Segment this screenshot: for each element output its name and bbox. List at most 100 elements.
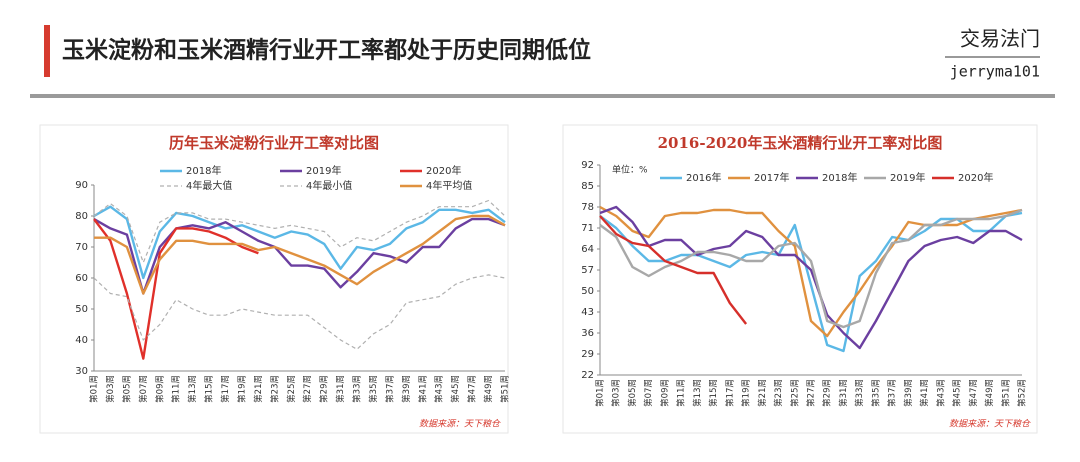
account: jerryma101 [950, 63, 1040, 81]
legend-label: 2019年 [306, 164, 341, 177]
x-tick-label: 第39周 [401, 375, 412, 403]
x-tick-label: 第07周 [643, 379, 654, 407]
brand: 交易法门 [960, 27, 1040, 51]
x-tick-label: 第43周 [434, 375, 445, 403]
x-tick-label: 第47周 [968, 379, 979, 407]
x-tick-label: 第52周 [1017, 379, 1028, 407]
legend-label: 4年最大值 [186, 179, 232, 192]
x-tick-label: 第25周 [286, 375, 297, 403]
x-tick-label: 第23周 [269, 375, 280, 403]
x-tick-label: 第45周 [450, 375, 461, 403]
x-tick-label: 第19周 [741, 379, 752, 407]
panel [562, 124, 1038, 434]
y-tick-label: 29 [581, 349, 594, 360]
legend-label: 2016年 [686, 171, 721, 184]
legend-label: 2019年 [890, 171, 925, 184]
x-tick-label: 第17周 [724, 379, 735, 407]
y-tick-label: 60 [75, 273, 88, 284]
x-tick-label: 第23周 [773, 379, 784, 407]
x-tick-label: 第27周 [302, 375, 313, 403]
y-tick-label: 36 [581, 328, 594, 339]
x-tick-label: 第17周 [220, 375, 231, 403]
x-tick-label: 第43周 [935, 379, 946, 407]
x-tick-label: 第35周 [870, 379, 881, 407]
legend-label: 2020年 [426, 164, 461, 177]
series-line [93, 217, 506, 295]
legend-label: 2017年 [754, 171, 789, 184]
x-tick-label: 第11周 [676, 379, 687, 407]
y-tick-label: 43 [581, 307, 594, 318]
x-tick-label: 第13周 [692, 379, 703, 407]
x-tick-label: 第31周 [838, 379, 849, 407]
chart-title: 2016-2020年玉米酒精行业开工率对比图 [658, 134, 943, 152]
x-tick-label: 第07周 [138, 375, 149, 403]
unit-label: 单位：% [612, 164, 648, 176]
y-tick-label: 78 [581, 202, 594, 213]
x-tick-label: 第41周 [919, 379, 930, 407]
x-tick-label: 第13周 [187, 375, 198, 403]
legend-label: 2020年 [958, 171, 993, 184]
x-tick-label: 第47周 [467, 375, 478, 403]
series-line [599, 205, 1023, 338]
y-tick-label: 90 [75, 180, 88, 191]
x-tick-label: 第15周 [204, 375, 215, 403]
chart-title: 历年玉米淀粉行业开工率对比图 [169, 134, 379, 152]
panel [39, 124, 509, 434]
x-tick-label: 第29周 [822, 379, 833, 407]
accent-bar [44, 25, 50, 77]
y-tick-label: 70 [75, 242, 88, 253]
header-rule [30, 94, 1055, 98]
y-tick-label: 30 [75, 366, 88, 377]
x-tick-label: 第31周 [335, 375, 346, 403]
x-tick-label: 第39周 [903, 379, 914, 407]
legend-label: 2018年 [186, 164, 221, 177]
x-tick-label: 第09周 [659, 379, 670, 407]
series-line [599, 211, 1023, 353]
x-tick-label: 第45周 [952, 379, 963, 407]
x-tick-label: 第01周 [89, 375, 100, 403]
x-tick-label: 第19周 [236, 375, 247, 403]
series-line [93, 205, 506, 280]
slide-title: 玉米淀粉和玉米酒精行业开工率都处于历史同期低位 [62, 37, 591, 64]
x-tick-label: 第25周 [789, 379, 800, 407]
x-tick-label: 第21周 [757, 379, 768, 407]
y-tick-label: 92 [581, 160, 594, 171]
x-tick-label: 第33周 [854, 379, 865, 407]
x-tick-label: 第49周 [984, 379, 995, 407]
series-line [94, 214, 506, 295]
y-tick-label: 50 [581, 286, 594, 297]
x-tick-label: 第03周 [611, 379, 622, 407]
x-tick-label: 第11周 [171, 375, 182, 403]
x-tick-label: 第51周 [500, 375, 511, 403]
x-tick-label: 第49周 [483, 375, 494, 403]
x-tick-label: 第27周 [806, 379, 817, 407]
y-tick-label: 71 [581, 223, 594, 234]
x-tick-label: 第29周 [319, 375, 330, 403]
legend-label: 4年最小值 [306, 179, 352, 192]
x-tick-label: 第37周 [384, 375, 395, 403]
y-tick-label: 40 [75, 335, 88, 346]
legend-label: 2018年 [822, 171, 857, 184]
x-tick-label: 第33周 [352, 375, 363, 403]
x-tick-label: 第35周 [368, 375, 379, 403]
x-tick-label: 第01周 [595, 379, 606, 407]
x-tick-label: 第15周 [708, 379, 719, 407]
y-tick-label: 50 [75, 304, 88, 315]
y-tick-label: 85 [581, 181, 594, 192]
series-line [93, 218, 259, 360]
x-tick-label: 第37周 [887, 379, 898, 407]
y-tick-label: 64 [581, 244, 594, 255]
source-note: 数据来源：天下粮仓 [419, 419, 501, 430]
series-line [599, 205, 1023, 350]
series-line [599, 215, 748, 325]
x-tick-label: 第21周 [253, 375, 264, 403]
source-note: 数据来源：天下粮仓 [949, 419, 1031, 430]
x-tick-label: 第41周 [417, 375, 428, 403]
x-tick-label: 第03周 [105, 375, 116, 403]
series-line [93, 274, 506, 350]
x-tick-label: 第51周 [1000, 379, 1011, 407]
y-tick-label: 57 [581, 265, 594, 276]
x-tick-label: 第05周 [121, 375, 132, 403]
x-tick-label: 第05周 [627, 379, 638, 407]
